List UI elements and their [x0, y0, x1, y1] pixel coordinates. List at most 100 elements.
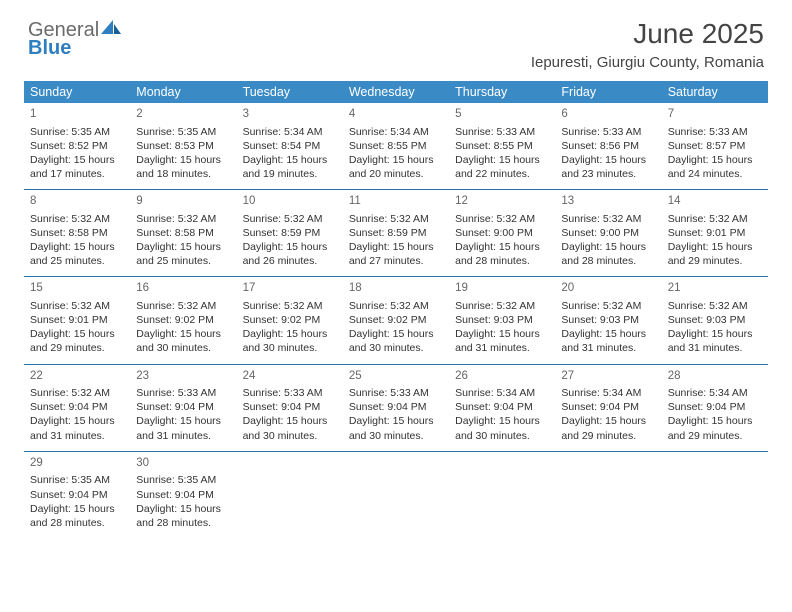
sunrise-text: Sunrise: 5:33 AM [455, 125, 549, 139]
sunrise-text: Sunrise: 5:32 AM [30, 299, 124, 313]
daylight-text: Daylight: 15 hours and 30 minutes. [243, 414, 337, 442]
sunrise-text: Sunrise: 5:33 AM [349, 386, 443, 400]
title-block: June 2025 Iepuresti, Giurgiu County, Rom… [531, 18, 764, 71]
sunrise-text: Sunrise: 5:35 AM [30, 125, 124, 139]
sunset-text: Sunset: 8:54 PM [243, 139, 337, 153]
daylight-text: Daylight: 15 hours and 31 minutes. [561, 327, 655, 355]
calendar-cell: 4Sunrise: 5:34 AMSunset: 8:55 PMDaylight… [343, 103, 449, 190]
daylight-text: Daylight: 15 hours and 30 minutes. [349, 327, 443, 355]
month-title: June 2025 [531, 18, 764, 50]
calendar-row: 1Sunrise: 5:35 AMSunset: 8:52 PMDaylight… [24, 103, 768, 190]
day-number: 18 [349, 281, 443, 297]
location-label: Iepuresti, Giurgiu County, Romania [531, 54, 764, 71]
daylight-text: Daylight: 15 hours and 24 minutes. [668, 153, 762, 181]
weekday-sunday: Sunday [24, 81, 130, 103]
sunset-text: Sunset: 8:59 PM [243, 226, 337, 240]
brand-logo: General Blue [28, 18, 123, 57]
sunset-text: Sunset: 9:04 PM [668, 400, 762, 414]
day-number: 23 [136, 369, 230, 385]
calendar-cell: 24Sunrise: 5:33 AMSunset: 9:04 PMDayligh… [237, 364, 343, 451]
day-number: 2 [136, 107, 230, 123]
sunset-text: Sunset: 8:55 PM [455, 139, 549, 153]
calendar-cell: 5Sunrise: 5:33 AMSunset: 8:55 PMDaylight… [449, 103, 555, 190]
sunrise-text: Sunrise: 5:33 AM [136, 386, 230, 400]
sunrise-text: Sunrise: 5:32 AM [561, 212, 655, 226]
daylight-text: Daylight: 15 hours and 31 minutes. [455, 327, 549, 355]
calendar-cell: 10Sunrise: 5:32 AMSunset: 8:59 PMDayligh… [237, 190, 343, 277]
daylight-text: Daylight: 15 hours and 29 minutes. [668, 414, 762, 442]
sunset-text: Sunset: 9:00 PM [561, 226, 655, 240]
sunset-text: Sunset: 9:04 PM [30, 488, 124, 502]
weekday-wednesday: Wednesday [343, 81, 449, 103]
calendar-cell: 12Sunrise: 5:32 AMSunset: 9:00 PMDayligh… [449, 190, 555, 277]
sunrise-text: Sunrise: 5:33 AM [243, 386, 337, 400]
daylight-text: Daylight: 15 hours and 25 minutes. [136, 240, 230, 268]
calendar-cell: 1Sunrise: 5:35 AMSunset: 8:52 PMDaylight… [24, 103, 130, 190]
day-number: 5 [455, 107, 549, 123]
daylight-text: Daylight: 15 hours and 25 minutes. [30, 240, 124, 268]
daylight-text: Daylight: 15 hours and 28 minutes. [136, 502, 230, 530]
day-number: 4 [349, 107, 443, 123]
day-number: 19 [455, 281, 549, 297]
sunset-text: Sunset: 8:58 PM [136, 226, 230, 240]
sunset-text: Sunset: 9:03 PM [561, 313, 655, 327]
calendar-cell: 22Sunrise: 5:32 AMSunset: 9:04 PMDayligh… [24, 364, 130, 451]
sunset-text: Sunset: 9:03 PM [668, 313, 762, 327]
weekday-header-row: Sunday Monday Tuesday Wednesday Thursday… [24, 81, 768, 103]
sunrise-text: Sunrise: 5:33 AM [668, 125, 762, 139]
sunset-text: Sunset: 8:57 PM [668, 139, 762, 153]
sunset-text: Sunset: 9:04 PM [349, 400, 443, 414]
daylight-text: Daylight: 15 hours and 31 minutes. [668, 327, 762, 355]
calendar-cell: 15Sunrise: 5:32 AMSunset: 9:01 PMDayligh… [24, 277, 130, 364]
day-number: 14 [668, 194, 762, 210]
weekday-monday: Monday [130, 81, 236, 103]
weekday-tuesday: Tuesday [237, 81, 343, 103]
day-number: 24 [243, 369, 337, 385]
daylight-text: Daylight: 15 hours and 31 minutes. [136, 414, 230, 442]
sunrise-text: Sunrise: 5:32 AM [30, 212, 124, 226]
calendar-row: 22Sunrise: 5:32 AMSunset: 9:04 PMDayligh… [24, 364, 768, 451]
sunset-text: Sunset: 9:04 PM [30, 400, 124, 414]
sunrise-text: Sunrise: 5:34 AM [561, 386, 655, 400]
daylight-text: Daylight: 15 hours and 29 minutes. [561, 414, 655, 442]
sunrise-text: Sunrise: 5:34 AM [243, 125, 337, 139]
calendar-cell [343, 451, 449, 538]
daylight-text: Daylight: 15 hours and 29 minutes. [30, 327, 124, 355]
calendar-cell [555, 451, 661, 538]
daylight-text: Daylight: 15 hours and 30 minutes. [349, 414, 443, 442]
calendar-row: 29Sunrise: 5:35 AMSunset: 9:04 PMDayligh… [24, 451, 768, 538]
calendar-cell: 13Sunrise: 5:32 AMSunset: 9:00 PMDayligh… [555, 190, 661, 277]
sunrise-text: Sunrise: 5:32 AM [136, 212, 230, 226]
sunset-text: Sunset: 9:04 PM [243, 400, 337, 414]
calendar-cell: 3Sunrise: 5:34 AMSunset: 8:54 PMDaylight… [237, 103, 343, 190]
day-number: 26 [455, 369, 549, 385]
calendar-cell: 17Sunrise: 5:32 AMSunset: 9:02 PMDayligh… [237, 277, 343, 364]
sunset-text: Sunset: 8:59 PM [349, 226, 443, 240]
sunset-text: Sunset: 9:04 PM [455, 400, 549, 414]
day-number: 7 [668, 107, 762, 123]
calendar-cell: 9Sunrise: 5:32 AMSunset: 8:58 PMDaylight… [130, 190, 236, 277]
daylight-text: Daylight: 15 hours and 17 minutes. [30, 153, 124, 181]
sunset-text: Sunset: 9:01 PM [668, 226, 762, 240]
day-number: 20 [561, 281, 655, 297]
sunrise-text: Sunrise: 5:34 AM [349, 125, 443, 139]
sunset-text: Sunset: 9:04 PM [136, 488, 230, 502]
sunrise-text: Sunrise: 5:32 AM [243, 212, 337, 226]
weekday-thursday: Thursday [449, 81, 555, 103]
page-header: General Blue June 2025 Iepuresti, Giurgi… [0, 0, 792, 75]
day-number: 27 [561, 369, 655, 385]
sunset-text: Sunset: 9:00 PM [455, 226, 549, 240]
calendar-cell: 11Sunrise: 5:32 AMSunset: 8:59 PMDayligh… [343, 190, 449, 277]
calendar-cell: 18Sunrise: 5:32 AMSunset: 9:02 PMDayligh… [343, 277, 449, 364]
sunset-text: Sunset: 9:02 PM [243, 313, 337, 327]
sunrise-text: Sunrise: 5:32 AM [455, 212, 549, 226]
brand-sail-icon [99, 18, 123, 36]
calendar-row: 15Sunrise: 5:32 AMSunset: 9:01 PMDayligh… [24, 277, 768, 364]
calendar-table: Sunday Monday Tuesday Wednesday Thursday… [24, 81, 768, 538]
daylight-text: Daylight: 15 hours and 26 minutes. [243, 240, 337, 268]
sunset-text: Sunset: 9:03 PM [455, 313, 549, 327]
day-number: 28 [668, 369, 762, 385]
calendar-cell: 8Sunrise: 5:32 AMSunset: 8:58 PMDaylight… [24, 190, 130, 277]
day-number: 12 [455, 194, 549, 210]
sunset-text: Sunset: 9:04 PM [561, 400, 655, 414]
